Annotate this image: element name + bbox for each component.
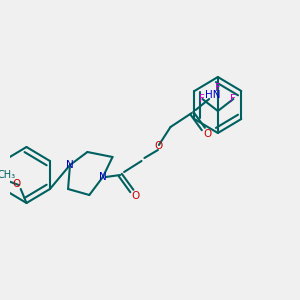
Text: N: N	[99, 172, 107, 182]
Text: O: O	[132, 191, 140, 201]
Text: O: O	[13, 179, 21, 189]
Text: F: F	[200, 94, 205, 104]
Text: HN: HN	[205, 90, 221, 100]
Text: N: N	[66, 160, 74, 170]
Text: CH₃: CH₃	[0, 170, 16, 180]
Text: O: O	[155, 141, 163, 151]
Text: O: O	[203, 129, 211, 139]
Text: F: F	[215, 83, 221, 93]
Text: F: F	[230, 94, 236, 104]
